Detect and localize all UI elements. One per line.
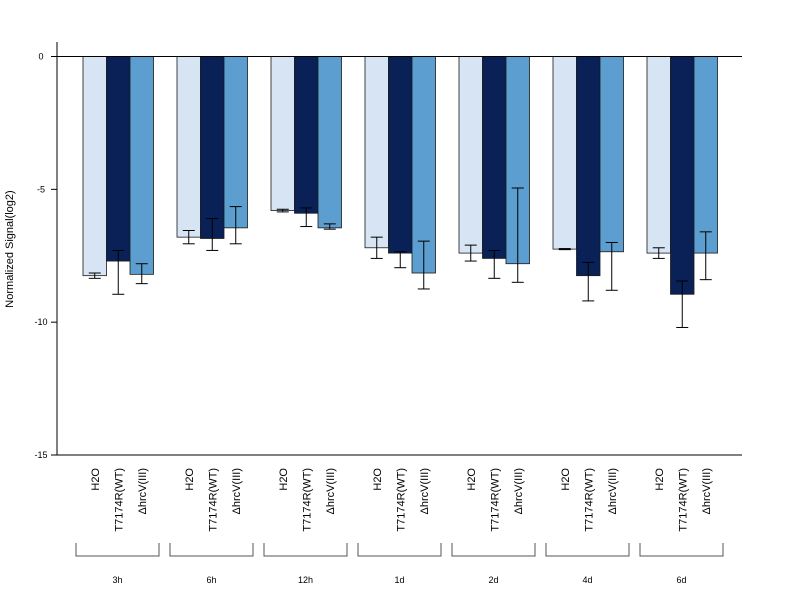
x-series-label: ΔhrcV(III) (325, 468, 337, 514)
bar (411, 56, 436, 274)
bar (106, 56, 131, 262)
x-series-label: H2O (90, 468, 102, 491)
bar (458, 56, 483, 254)
group-bracket (451, 543, 536, 557)
x-series-label: T7174R(WT) (207, 468, 219, 532)
bar (646, 56, 671, 254)
group-brackets: 3h 6h 12h 1d 2d 4d 6d (75, 543, 724, 585)
bars (82, 56, 718, 295)
y-tick-label: 0 (38, 52, 43, 62)
bar (364, 56, 389, 249)
group-bracket (263, 543, 348, 557)
x-series-label: H2O (278, 468, 290, 491)
group-bracket (357, 543, 442, 557)
bar (670, 56, 695, 295)
x-series-label: ΔhrcV(III) (137, 468, 149, 514)
x-series-label: H2O (184, 468, 196, 491)
bar (223, 56, 248, 229)
group-label: 6h (206, 575, 216, 585)
x-series-label: ΔhrcV(III) (701, 468, 713, 514)
bar (200, 56, 225, 239)
bar (576, 56, 601, 277)
group-bracket (545, 543, 630, 557)
y-ticks: 0 -5 -10 -15 (34, 52, 57, 460)
x-series-label: T7174R(WT) (113, 468, 125, 532)
group-bracket (169, 543, 254, 557)
bar (599, 56, 624, 253)
x-series-label: T7174R(WT) (395, 468, 407, 532)
x-series-label: ΔhrcV(III) (419, 468, 431, 514)
x-series-label: T7174R(WT) (489, 468, 501, 532)
bar (270, 56, 295, 211)
bar (552, 56, 577, 250)
x-series-label: H2O (560, 468, 572, 491)
bar (482, 56, 507, 259)
group-label: 1d (394, 575, 404, 585)
bar (294, 56, 319, 214)
group-label: 6d (676, 575, 686, 585)
group-label: 3h (112, 575, 122, 585)
x-category-labels: H2O T7174R(WT) ΔhrcV(III) H2O T7174R(WT) Δhrc… (90, 468, 713, 532)
x-series-label: ΔhrcV(III) (231, 468, 243, 514)
bar (129, 56, 154, 275)
group-bracket (639, 543, 724, 557)
x-series-label: H2O (654, 468, 666, 491)
x-series-label: T7174R(WT) (301, 468, 313, 532)
x-series-label: H2O (466, 468, 478, 491)
group-label: 12h (298, 575, 313, 585)
bar (82, 56, 107, 277)
x-series-label: ΔhrcV(III) (607, 468, 619, 514)
x-series-label: T7174R(WT) (583, 468, 595, 532)
y-tick-label: -10 (34, 317, 47, 327)
bar (317, 56, 342, 229)
y-axis-label: Normalized Signal(log2) (4, 190, 16, 307)
x-series-label: H2O (372, 468, 384, 491)
group-bracket (75, 543, 160, 557)
group-label: 2d (488, 575, 498, 585)
error-bars (88, 187, 712, 328)
y-tick-label: -15 (34, 450, 47, 460)
x-series-label: T7174R(WT) (677, 468, 689, 532)
y-tick-label: -5 (37, 184, 45, 194)
bar (388, 56, 413, 254)
x-series-label: ΔhrcV(III) (513, 468, 525, 514)
bar (176, 56, 201, 238)
bar (693, 56, 718, 254)
group-label: 4d (582, 575, 592, 585)
